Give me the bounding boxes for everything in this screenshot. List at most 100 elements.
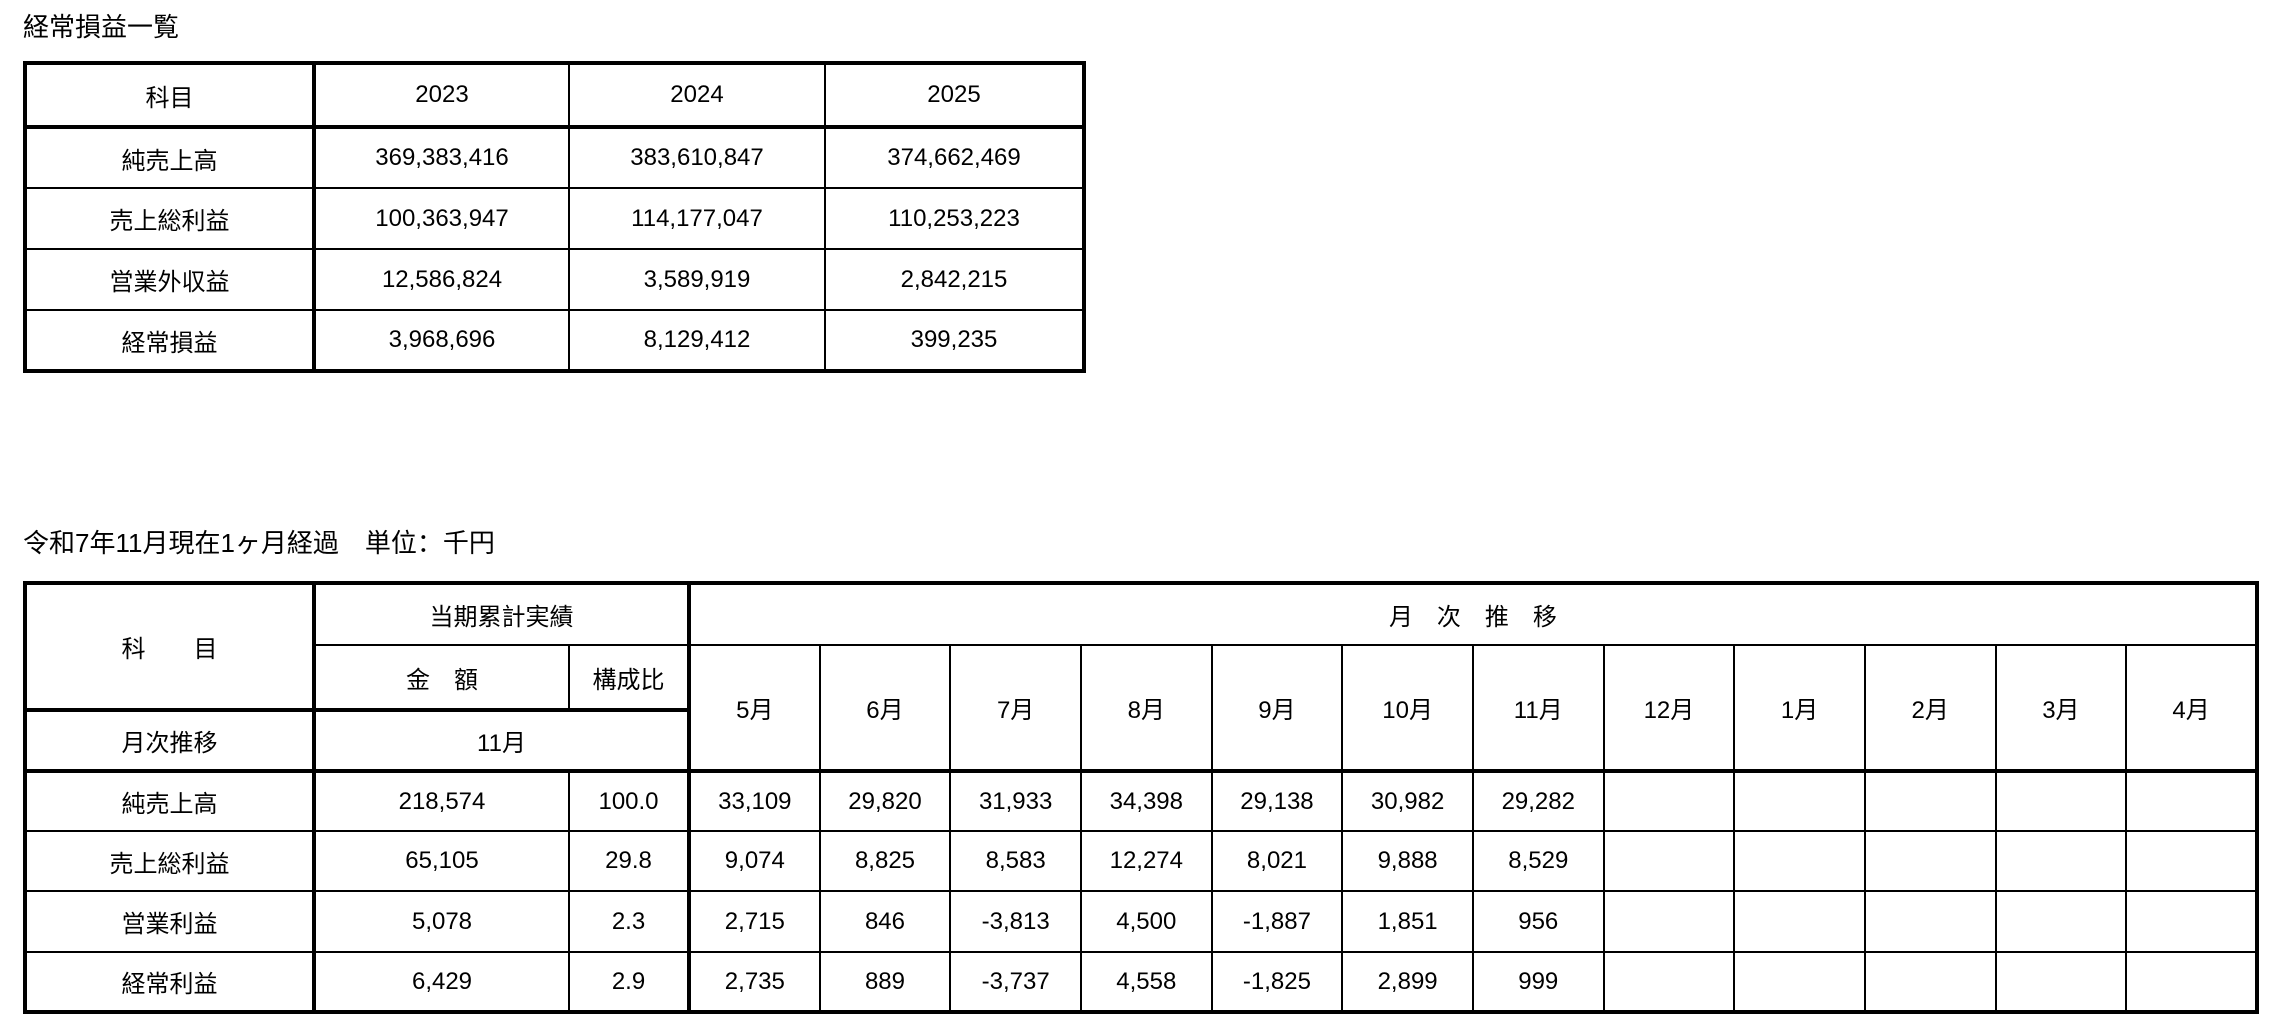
ratio-cell: 29.8 [568, 830, 691, 892]
month-header: 1月 [1733, 644, 1866, 773]
month-value-cell: 1,851 [1341, 890, 1474, 953]
month-value-cell: 8,583 [949, 830, 1082, 892]
amount-cell: 5,078 [313, 890, 570, 953]
annual-row-ordinary-income: 経常損益 3,968,696 8,129,412 399,235 [24, 309, 1085, 372]
month-value-cell [1602, 951, 1736, 1013]
month-header: 6月 [818, 644, 952, 773]
month-value-cell [1602, 830, 1736, 892]
month-value-cell [1994, 830, 2128, 892]
annual-row-non-operating-income: 営業外収益 12,586,824 3,589,919 2,842,215 [24, 248, 1085, 311]
monthly-header-row-2: 金 額 構成比 5月 6月 7月 8月 9月 10月 11月 12月 1月 2月… [25, 644, 2258, 773]
annual-value-cell: 399,235 [824, 309, 1085, 372]
annual-value-cell: 8,129,412 [568, 309, 826, 372]
month-value-cell: 4,500 [1079, 890, 1213, 953]
month-value-cell: -3,813 [949, 890, 1082, 953]
trend-month-cell: 11月 [313, 709, 691, 773]
month-value-cell [2125, 770, 2258, 832]
month-value-cell [1863, 830, 1997, 892]
month-value-cell [1602, 890, 1736, 953]
month-value-cell: 29,820 [818, 770, 952, 832]
item-row-label: 純売上高 [24, 770, 316, 832]
month-value-cell [2125, 951, 2258, 1013]
month-value-cell: -1,825 [1210, 951, 1344, 1013]
annual-value-cell: 2,842,215 [824, 248, 1085, 311]
month-value-cell: 29,138 [1210, 770, 1344, 832]
month-value-cell [1733, 770, 1866, 832]
annual-col-header-2023: 2023 [313, 62, 570, 129]
annual-value-cell: 12,586,824 [313, 248, 570, 311]
annual-value-cell: 100,363,947 [313, 187, 570, 250]
ratio-cell: 100.0 [568, 770, 691, 832]
month-value-cell: 956 [1471, 890, 1605, 953]
month-value-cell [1863, 890, 1997, 953]
annual-value-cell: 383,610,847 [568, 126, 826, 189]
item-row-label: 営業利益 [24, 890, 316, 953]
month-value-cell: 29,282 [1471, 770, 1605, 832]
month-header: 8月 [1079, 644, 1213, 773]
monthly-row-operating-profit: 営業利益 5,078 2.3 2,715 846 -3,813 4,500 -1… [24, 890, 2258, 953]
annual-row-label: 営業外収益 [24, 248, 316, 311]
monthly-row-gross-profit: 売上総利益 65,105 29.8 9,074 8,825 8,583 12,2… [24, 830, 2258, 892]
monthly-row-net-sales: 純売上高 218,574 100.0 33,109 29,820 31,933 … [24, 770, 2258, 832]
annual-row-gross-profit: 売上総利益 100,363,947 114,177,047 110,253,22… [24, 187, 1085, 250]
month-value-cell [1994, 890, 2128, 953]
annual-row-label: 経常損益 [24, 309, 316, 372]
annual-row-net-sales: 純売上高 369,383,416 383,610,847 374,662,469 [24, 126, 1085, 189]
month-value-cell: 9,888 [1341, 830, 1474, 892]
month-value-cell: 30,982 [1341, 770, 1474, 832]
month-value-cell: 33,109 [688, 770, 821, 832]
amount-cell: 65,105 [313, 830, 570, 892]
month-value-cell: 12,274 [1079, 830, 1213, 892]
month-value-cell: 4,558 [1079, 951, 1213, 1013]
month-value-cell: 889 [818, 951, 952, 1013]
month-value-cell: 8,825 [818, 830, 952, 892]
annual-value-cell: 110,253,223 [824, 187, 1085, 250]
amount-cell: 6,429 [313, 951, 570, 1013]
month-value-cell [2125, 890, 2258, 953]
item-row-label: 経常利益 [24, 951, 316, 1013]
month-value-cell: 31,933 [949, 770, 1082, 832]
month-value-cell: 8,021 [1210, 830, 1344, 892]
month-value-cell: 999 [1471, 951, 1605, 1013]
month-value-cell: 2,899 [1341, 951, 1474, 1013]
month-header: 5月 [688, 644, 821, 773]
month-value-cell: 2,735 [688, 951, 821, 1013]
month-value-cell [1733, 830, 1866, 892]
monthly-trend-group-header: 月 次 推 移 [688, 582, 2258, 646]
month-header: 2月 [1863, 644, 1997, 773]
month-value-cell [1733, 951, 1866, 1013]
annual-header-row: 科目 2023 2024 2025 [24, 62, 1085, 129]
month-header: 12月 [1602, 644, 1736, 773]
month-value-cell [1863, 770, 1997, 832]
annual-value-cell: 114,177,047 [568, 187, 826, 250]
annual-col-header-2024: 2024 [568, 62, 826, 129]
annual-value-cell: 374,662,469 [824, 126, 1085, 189]
month-value-cell [2125, 830, 2258, 892]
annual-col-header-item: 科目 [24, 62, 316, 129]
month-value-cell: 8,529 [1471, 830, 1605, 892]
ratio-header: 構成比 [568, 644, 691, 712]
month-value-cell: 9,074 [688, 830, 821, 892]
month-value-cell: 34,398 [1079, 770, 1213, 832]
monthly-header-row-1: 科 目 当期累計実績 月 次 推 移 [24, 582, 2258, 712]
item-header: 科 目 [24, 582, 316, 712]
month-header: 9月 [1210, 644, 1344, 773]
item-row-label: 売上総利益 [24, 830, 316, 892]
month-value-cell: -1,887 [1210, 890, 1344, 953]
monthly-header-row-3: 月次推移 11月 [24, 709, 2257, 773]
cumulative-group-header: 当期累計実績 [313, 582, 691, 646]
annual-value-cell: 3,589,919 [568, 248, 826, 311]
month-header: 3月 [1994, 644, 2128, 773]
annual-col-header-2025: 2025 [824, 62, 1085, 129]
trend-row-label: 月次推移 [24, 709, 316, 773]
annual-row-label: 純売上高 [24, 126, 316, 189]
month-value-cell: -3,737 [949, 951, 1082, 1013]
month-value-cell: 846 [818, 890, 952, 953]
monthly-trend-table: 科 目 当期累計実績 月 次 推 移 金 額 構成比 5月 6月 7月 8月 9… [23, 581, 2259, 1014]
annual-table-title: 経常損益一覧 [23, 12, 180, 42]
month-value-cell [1863, 951, 1997, 1013]
annual-summary-table: 科目 2023 2024 2025 純売上高 369,383,416 383,6… [23, 61, 1086, 373]
month-value-cell [1602, 770, 1736, 832]
amount-cell: 218,574 [313, 770, 570, 832]
